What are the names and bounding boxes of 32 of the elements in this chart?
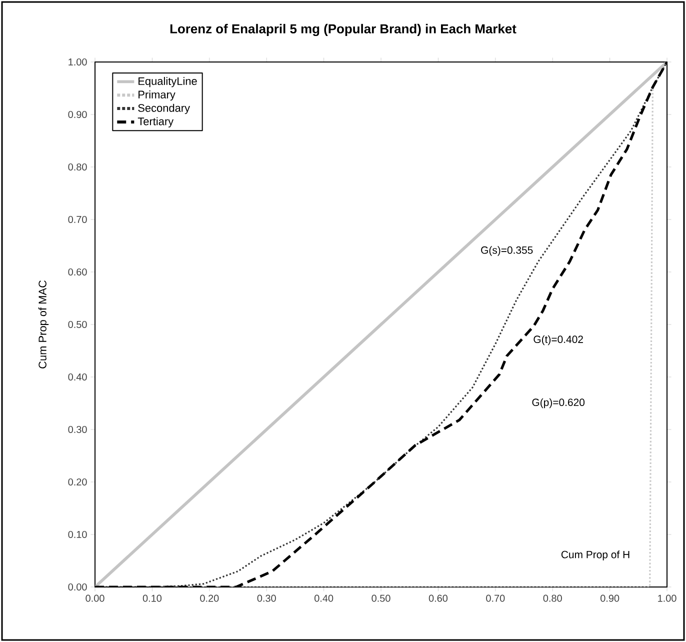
legend-label: Tertiary [138, 117, 174, 128]
x-tick-label: 0.90 [600, 594, 620, 602]
annotation: G(p)=0.620 [532, 398, 585, 408]
y-tick-label: 0.10 [68, 530, 87, 538]
x-tick-label: 0.50 [372, 594, 390, 602]
legend-label: Primary [138, 90, 176, 101]
y-tick-label: 0.00 [68, 583, 87, 591]
legend-label: Secondary [138, 104, 190, 114]
chart-title: Lorenz of Enalapril 5 mg (Popular Brand) in Each Market [170, 24, 516, 36]
y-axis-title: Cum Prop of MAC [38, 280, 49, 368]
y-tick-label: 0.50 [68, 320, 87, 328]
y-tick-label: 1.00 [68, 58, 87, 66]
y-tick-label: 0.80 [68, 163, 87, 171]
annotation: G(s)=0.355 [481, 246, 533, 256]
y-tick-label: 0.30 [68, 426, 87, 434]
x-tick-label: 0.00 [86, 594, 104, 602]
x-axis-title: Cum Prop of H [561, 550, 630, 560]
x-tick-label: 0.20 [200, 594, 219, 602]
legend-label: EqualityLine [138, 76, 197, 88]
x-tick-label: 0.10 [142, 594, 162, 602]
x-tick-label: 0.40 [314, 594, 334, 602]
annotation: G(t)=0.402 [534, 335, 583, 346]
x-tick-label: 1.00 [658, 594, 676, 602]
x-tick-label: 0.60 [428, 594, 448, 602]
x-tick-label: 0.80 [543, 594, 562, 602]
y-tick-label: 0.40 [68, 373, 87, 381]
x-tick-label: 0.30 [257, 594, 276, 602]
x-tick-label: 0.70 [486, 594, 505, 602]
y-tick-label: 0.70 [68, 216, 87, 224]
y-tick-label: 0.20 [68, 478, 87, 486]
y-tick-label: 0.90 [68, 110, 87, 118]
y-tick-label: 0.60 [68, 268, 87, 276]
